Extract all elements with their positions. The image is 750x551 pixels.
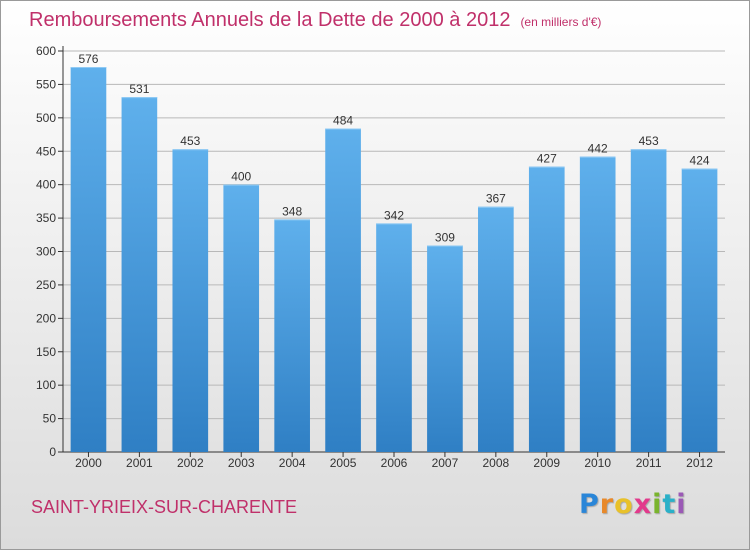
logo-letter: o [614,489,634,520]
y-tick-label: 350 [36,211,56,225]
data-label: 576 [78,52,98,66]
data-label: 427 [537,152,557,166]
logo-letter: i [676,489,687,520]
x-tick-label: 2009 [533,456,560,470]
logo-letter: x [633,489,653,520]
y-tick-label: 450 [36,144,56,158]
y-tick-label: 300 [36,245,56,259]
bar [172,149,209,452]
data-label: 342 [384,208,404,222]
y-tick-label: 500 [36,111,56,125]
data-label: 400 [231,170,251,184]
x-tick-label: 2006 [381,456,408,470]
y-tick-label: 100 [36,378,56,392]
proxiti-logo: Proxiti [579,489,687,520]
chart-subtitle: (en milliers d'€) [520,15,602,29]
data-label: 442 [588,142,608,156]
x-tick-label: 2002 [177,456,204,470]
place-name: SAINT-YRIEIX-SUR-CHARENTE [31,497,298,517]
data-label: 453 [180,134,200,148]
bar [121,97,158,453]
x-tick-label: 2004 [279,456,306,470]
x-tick-label: 2008 [482,456,509,470]
bar [478,206,514,452]
bar [376,223,412,452]
bar [223,184,260,452]
y-tick-label: 200 [36,311,56,325]
data-label: 484 [333,114,353,128]
data-label: 367 [486,192,506,206]
data-label: 309 [435,230,455,244]
data-label: 424 [690,154,710,168]
bar [274,219,310,452]
data-label: 531 [129,82,149,96]
bar [528,166,565,452]
x-tick-label: 2011 [636,456,662,470]
data-label: 348 [282,204,302,218]
x-tick-label: 2001 [126,456,153,470]
y-tick-label: 600 [36,44,56,58]
bars [70,67,718,453]
bar [325,128,361,452]
data-labels: 576 531 453 400 348 484 342 309 367 427 442 453 424 [78,52,709,244]
logo-letter: r [599,489,615,520]
x-tick-label: 2003 [228,456,255,470]
bar [427,245,463,452]
y-tick-label: 550 [36,77,56,91]
x-tick-label: 2000 [75,456,102,470]
y-tick-label: 250 [36,278,56,292]
y-tick-label: 400 [36,178,56,192]
bar [579,156,616,452]
y-tick-label: 150 [36,345,56,359]
chart-title: Remboursements Annuels de la Dette de 20… [29,9,601,32]
y-tick-label: 50 [43,412,57,426]
bar [630,149,667,452]
chart-title-text: Remboursements Annuels de la Dette de 20… [29,9,511,31]
x-tick-label: 2010 [584,456,611,470]
logo-letter: t [662,489,677,520]
x-tick-label: 2012 [686,456,713,470]
logo-letter: i [652,489,663,520]
bar [681,168,718,453]
logo-letter: P [579,489,600,520]
x-tick-label: 2005 [330,456,357,470]
bar [70,67,107,452]
x-tick-label: 2007 [432,456,459,470]
y-tick-label: 0 [49,445,56,459]
data-label: 453 [639,134,659,148]
